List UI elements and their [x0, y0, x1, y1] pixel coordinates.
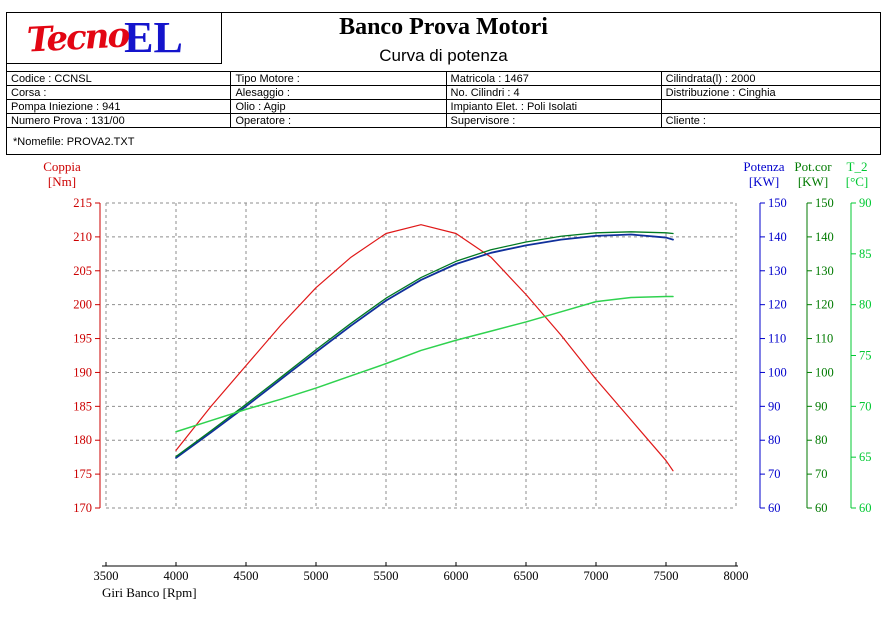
t2-tick-label: 65	[859, 450, 872, 464]
x-tick-label: 3500	[94, 569, 119, 583]
t2-tick-label: 70	[859, 399, 872, 413]
potenza-tick-label: 130	[768, 264, 787, 278]
info-cell: Corsa :	[5, 85, 232, 100]
potenza-tick-label: 110	[768, 332, 786, 346]
page-title: Banco Prova Motori	[339, 14, 548, 40]
potenza-tick-label: 100	[768, 365, 787, 379]
potcor-tick-label: 130	[815, 264, 834, 278]
potenza-tick-label: 60	[768, 501, 781, 515]
report-header: Tecno EL Banco Prova Motori Curva di pot…	[7, 13, 880, 71]
potenza-tick-label: 80	[768, 433, 781, 447]
info-cell: Numero Prova : 131/00	[5, 113, 232, 128]
coppia-tick-label: 215	[73, 196, 92, 210]
t2-axis-title: T_2	[847, 159, 868, 174]
t2-axis-unit: [°C]	[846, 174, 869, 189]
potenza-tick-label: 90	[768, 399, 781, 413]
potcor-tick-label: 100	[815, 365, 834, 379]
x-tick-label: 6000	[444, 569, 469, 583]
file-row: *Nomefile: PROVA2.TXT	[7, 129, 880, 154]
coppia-tick-label: 195	[73, 332, 92, 346]
potenza-axis-unit: [KW]	[749, 174, 779, 189]
t2-tick-label: 90	[859, 196, 872, 210]
coppia-tick-label: 200	[73, 298, 92, 312]
x-tick-label: 8000	[724, 569, 749, 583]
nomefile-label: *Nomefile: PROVA2.TXT	[13, 135, 135, 148]
potenza-tick-label: 120	[768, 298, 787, 312]
potcor-axis-unit: [KW]	[798, 174, 828, 189]
x-axis-title: Giri Banco [Rpm]	[102, 585, 197, 600]
coppia-tick-label: 170	[73, 501, 92, 515]
t2-tick-label: 60	[859, 501, 872, 515]
x-tick-label: 4500	[234, 569, 259, 583]
x-tick-label: 5000	[304, 569, 329, 583]
table-row: Pompa Iniezione : 941 Olio : Agip Impianto…	[5, 99, 882, 114]
report-header-frame: Tecno EL Banco Prova Motori Curva di pot…	[5, 12, 882, 155]
series-potcor-curve	[175, 231, 674, 458]
coppia-axis-unit: [Nm]	[48, 174, 76, 189]
potcor-tick-label: 150	[815, 196, 834, 210]
info-cell: Impianto Elet. : Poli Isolati	[445, 99, 662, 114]
coppia-tick-label: 190	[73, 365, 92, 379]
series-coppia-curve	[175, 224, 674, 472]
coppia-axis-title: Coppia	[43, 159, 81, 174]
coppia-tick-label: 180	[73, 433, 92, 447]
series-potenza-curve	[175, 233, 674, 459]
engine-info-table: Codice : CCNSL Tipo Motore : Matricola : 1…	[5, 71, 882, 128]
info-cell: No. Cilindri : 4	[445, 85, 662, 100]
potcor-tick-label: 120	[815, 298, 834, 312]
x-tick-label: 6500	[514, 569, 539, 583]
tecnoel-logo: Tecno EL	[7, 13, 222, 64]
potcor-tick-label: 70	[815, 467, 828, 481]
coppia-tick-label: 210	[73, 230, 92, 244]
potcor-tick-label: 60	[815, 501, 828, 515]
potcor-tick-label: 140	[815, 230, 834, 244]
t2-tick-label: 80	[859, 298, 872, 312]
info-cell: Operatore :	[230, 113, 447, 128]
x-tick-label: 7500	[654, 569, 679, 583]
potcor-tick-label: 90	[815, 399, 828, 413]
coppia-tick-label: 205	[73, 264, 92, 278]
x-tick-label: 5500	[374, 569, 399, 583]
logo-el-text: EL	[124, 13, 183, 62]
potenza-tick-label: 150	[768, 196, 787, 210]
x-tick-label: 4000	[164, 569, 189, 583]
table-row: Numero Prova : 131/00 Operatore : Supervis…	[5, 113, 882, 128]
page-subtitle: Curva di potenza	[379, 46, 508, 65]
coppia-tick-label: 175	[73, 467, 92, 481]
potcor-axis-title: Pot.cor	[794, 159, 832, 174]
t2-tick-label: 85	[859, 247, 872, 261]
table-row: Corsa : Alesaggio : No. Cilindri : 4 Distri…	[5, 85, 882, 100]
potenza-axis-title: Potenza	[743, 159, 784, 174]
coppia-tick-label: 185	[73, 399, 92, 413]
info-cell: Codice : CCNSL	[5, 71, 232, 86]
info-cell: Supervisore :	[445, 113, 662, 128]
series-t2-curve	[175, 295, 674, 433]
x-tick-label: 7000	[584, 569, 609, 583]
potenza-tick-label: 70	[768, 467, 781, 481]
potcor-tick-label: 110	[815, 332, 833, 346]
t2-tick-label: 75	[859, 349, 872, 363]
potcor-tick-label: 80	[815, 433, 828, 447]
potenza-tick-label: 140	[768, 230, 787, 244]
info-cell: Cliente :	[660, 113, 882, 128]
info-cell: Alesaggio :	[230, 85, 447, 100]
info-cell: Tipo Motore :	[230, 71, 447, 86]
